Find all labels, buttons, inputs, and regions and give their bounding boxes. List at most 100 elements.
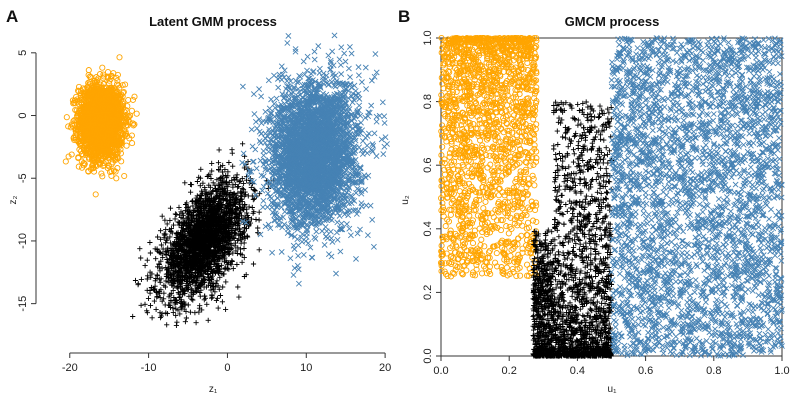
panel-a-x-tick-label: -10 (141, 362, 157, 374)
panel-a-point-circle (121, 172, 128, 180)
panel-a-y-tick-label: -10 (17, 233, 29, 249)
panel-a-point-plus (147, 250, 153, 256)
panel-a-point-plus (144, 287, 150, 293)
panel-a-x-tick-label: 0 (224, 362, 230, 374)
panel-a-point-plus (164, 322, 170, 328)
panel-a-point-plus (172, 211, 178, 217)
panel-a-point-plus (215, 305, 221, 311)
panel-a-point-plus (138, 302, 144, 308)
panel-a-point-plus (187, 309, 193, 315)
panel-a-point-circle (92, 191, 99, 198)
panel-a-point-plus (142, 263, 148, 269)
panel-a-point-plus (256, 217, 262, 223)
panel-a-point-plus (234, 172, 240, 178)
panel-a-point-plus (147, 303, 154, 309)
panel-a-point-plus (130, 313, 136, 320)
panel-a-point-plus (142, 301, 148, 307)
panel-a-point-plus (234, 261, 240, 268)
panel-a: A Latent GMM process z₁ z₂ -20 -10 0 10 2050… (6, 7, 391, 394)
panel-a-point-plus (137, 246, 143, 252)
panel-a-point-cross (355, 64, 362, 71)
panel-a-point-plus (235, 284, 241, 290)
panel-a-point-cross (240, 150, 247, 157)
panel-a-point-plus (194, 178, 200, 185)
panel-a-point-plus (188, 189, 194, 195)
panel-a-title: Latent GMM process (149, 14, 277, 29)
panel-a-point-plus (135, 281, 141, 287)
panel-a-point-plus (153, 306, 159, 312)
panel-a-point-circle (85, 67, 92, 74)
panel-a-point-plus (161, 232, 168, 238)
panel-a-point-plus (190, 198, 196, 204)
panel-a-point-plus (174, 319, 180, 325)
panel-a-point-circle (99, 64, 106, 71)
panel-a-point-plus (174, 284, 180, 290)
panel-a-x-tick-label: 20 (379, 362, 391, 374)
panel-a-y-tick-label: 0 (17, 112, 29, 118)
panel-a-point-plus (147, 239, 153, 246)
panel-a-point-plus (255, 225, 261, 231)
panel-a-point-circle (63, 114, 70, 121)
panel-a-point-plus (144, 257, 150, 263)
panel-a-point-circle (129, 140, 136, 147)
panel-a-points (62, 32, 390, 328)
panel-a-point-cross (259, 204, 266, 211)
panel-a-point-plus (236, 294, 242, 300)
panel-a-point-plus (193, 320, 199, 326)
panel-a-point-plus (188, 182, 195, 188)
panel-a-point-plus (229, 150, 235, 156)
panel-a-point-circle (75, 163, 82, 170)
panel-a-letter: A (6, 7, 18, 26)
panel-a-point-cross (239, 83, 246, 90)
panel-a-point-plus (230, 184, 236, 190)
panel-a-point-plus (132, 277, 139, 284)
panel-a-point-circle (118, 158, 125, 165)
panel-a-xlabel: z₁ (209, 384, 218, 394)
panel-a-point-plus (162, 217, 168, 223)
panel-a-point-plus (149, 315, 155, 321)
panel-a-point-plus (173, 322, 179, 328)
panel-a-y-tick-label: -15 (17, 296, 29, 312)
panel-a-y-tick-label: 5 (17, 50, 29, 56)
panel-a-point-plus (230, 163, 236, 169)
panel-a-point-plus (216, 147, 222, 153)
panel-a-point-plus (157, 279, 163, 285)
panel-a-point-plus (226, 159, 232, 166)
panel-a-point-plus (145, 295, 152, 301)
panel-a-point-plus (182, 180, 188, 186)
panel-a-point-plus (173, 211, 179, 218)
panel-a-point-plus (214, 278, 220, 284)
panel-a-point-cross (256, 86, 263, 93)
panel-a-point-plus (159, 213, 165, 219)
panel-a-point-plus (216, 286, 222, 292)
panel-a-point-cross (358, 119, 364, 126)
panel-a-point-plus (138, 276, 144, 282)
panel-a-point-plus (256, 209, 262, 215)
panel-a-point-plus (183, 315, 189, 321)
panel-a-point-plus (245, 234, 251, 240)
panel-a-point-circle (62, 158, 69, 165)
panel-a-point-plus (217, 292, 224, 299)
panel-a-point-plus (204, 301, 210, 307)
panel-a-point-plus (250, 261, 257, 267)
panel-a-point-plus (151, 298, 157, 304)
panel-a-point-plus (192, 310, 198, 316)
panel-a-point-circle (131, 93, 138, 100)
panel-a-point-plus (198, 166, 204, 172)
panel-a-point-plus (220, 284, 226, 290)
panel-a-point-plus (209, 160, 215, 166)
panel-a-ylabel: z₂ (8, 195, 19, 204)
panel-a-point-plus (246, 204, 252, 210)
panel-a-point-plus (185, 302, 191, 308)
panel-a-point-plus (158, 228, 164, 234)
panel-a-point-plus (241, 245, 247, 252)
panel-a-point-plus (153, 256, 159, 262)
panel-a-point-plus (205, 317, 211, 323)
panel-a-point-cross (348, 50, 355, 57)
panel-a-point-plus (237, 246, 244, 252)
panel-a-point-plus (167, 205, 174, 211)
panel-a-point-plus (223, 279, 229, 285)
